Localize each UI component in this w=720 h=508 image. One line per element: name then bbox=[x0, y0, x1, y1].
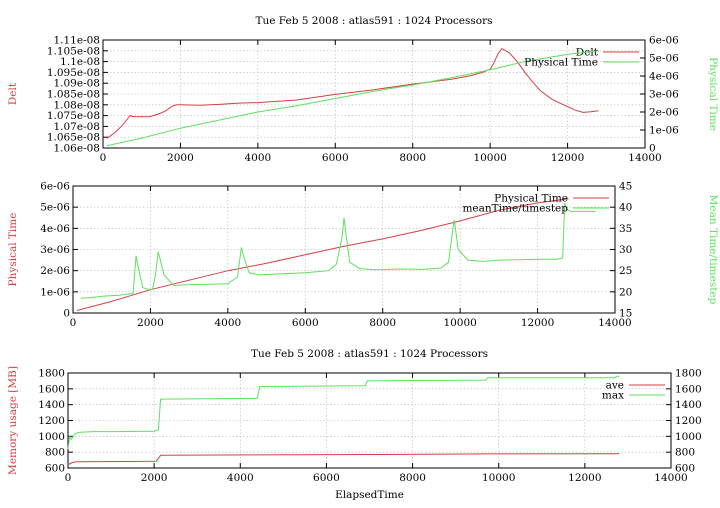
x-tick-label: 10000 bbox=[443, 317, 476, 329]
x-tick-label: 12000 bbox=[551, 152, 584, 164]
y-tick-label-right: 800 bbox=[675, 447, 695, 459]
legend-label: ave bbox=[606, 380, 624, 392]
x-tick-label: 10000 bbox=[473, 152, 506, 164]
y-tick-label-left: 1800 bbox=[38, 368, 65, 380]
x-tick-label: 4000 bbox=[244, 152, 271, 164]
x-tick-label: 0 bbox=[100, 152, 107, 164]
legend-label: Physical Time bbox=[524, 57, 598, 69]
y-tick-label-left: 1.07e-08 bbox=[53, 121, 100, 133]
y-tick-label-right: 6e-06 bbox=[649, 35, 679, 47]
chart-title: Tue Feb 5 2008 : atlas591 : 1024 Process… bbox=[255, 15, 492, 27]
y-tick-label-left: 1.105e-08 bbox=[47, 45, 100, 57]
y-tick-label-right: 600 bbox=[675, 463, 695, 475]
y-tick-label-left: 2e-06 bbox=[40, 265, 70, 277]
y-tick-label-left: 1000 bbox=[38, 431, 65, 443]
y-tick-label-right: 20 bbox=[619, 286, 632, 298]
x-tick-label: 0 bbox=[65, 472, 72, 484]
series-line-max bbox=[67, 375, 620, 450]
series-line-delt bbox=[106, 47, 599, 139]
x-tick-label: 14000 bbox=[654, 472, 687, 484]
y-tick-label-left: 1.09e-08 bbox=[53, 78, 100, 90]
x-tick-label: 2000 bbox=[137, 317, 164, 329]
series-line-physical-time bbox=[76, 198, 569, 311]
x-tick-label: 8000 bbox=[399, 152, 426, 164]
y-tick-label-left: 3e-06 bbox=[40, 244, 70, 256]
y-axis-label-left: Memory usage [MB] bbox=[7, 366, 19, 475]
x-tick-label: 14000 bbox=[628, 152, 661, 164]
x-tick-label: 8000 bbox=[369, 317, 396, 329]
y-tick-label-left: 1.065e-08 bbox=[47, 132, 100, 144]
x-tick-label: 6000 bbox=[292, 317, 319, 329]
y-tick-label-right: 5e-06 bbox=[649, 53, 679, 65]
x-tick-label: 12000 bbox=[568, 472, 601, 484]
x-tick-label: 12000 bbox=[521, 317, 554, 329]
y-axis-label-left: Physical Time bbox=[7, 213, 19, 287]
y-tick-label-right: 0 bbox=[649, 143, 656, 155]
y-tick-label-left: 800 bbox=[45, 447, 65, 459]
x-tick-label: 6000 bbox=[313, 472, 340, 484]
series-line-ave bbox=[67, 453, 620, 466]
series-line-physical-time bbox=[106, 50, 599, 147]
legend-label: Physical Time bbox=[494, 193, 568, 205]
y-tick-label-right: 45 bbox=[619, 181, 632, 193]
y-tick-label-right: 1400 bbox=[675, 399, 702, 411]
y-tick-label-left: 600 bbox=[45, 463, 65, 475]
y-tick-label-right: 1000 bbox=[675, 431, 702, 443]
x-axis-label: ElapsedTime bbox=[335, 489, 404, 501]
y-tick-label-left: 1e-06 bbox=[40, 286, 70, 298]
y-axis-label-right: Physical Time bbox=[707, 57, 719, 131]
x-tick-label: 2000 bbox=[167, 152, 194, 164]
y-axis-label-right: Mean Time/timestep bbox=[707, 195, 719, 305]
x-tick-label: 10000 bbox=[482, 472, 515, 484]
y-tick-label-right: 25 bbox=[619, 265, 632, 277]
x-tick-label: 8000 bbox=[399, 472, 426, 484]
y-tick-label-left: 1.1e-08 bbox=[60, 56, 100, 68]
y-tick-label-left: 5e-06 bbox=[40, 202, 70, 214]
y-tick-label-right: 3e-06 bbox=[649, 89, 679, 101]
y-tick-label-left: 6e-06 bbox=[40, 181, 70, 193]
y-axis-label-left: Delt bbox=[7, 82, 19, 105]
y-tick-label-left: 1.11e-08 bbox=[53, 35, 100, 47]
y-tick-label-left: 1.075e-08 bbox=[47, 110, 100, 122]
y-tick-label-right: 35 bbox=[619, 223, 632, 235]
y-tick-label-right: 1200 bbox=[675, 415, 702, 427]
y-tick-label-left: 1600 bbox=[38, 383, 65, 395]
series-line-meantime-timestep bbox=[80, 202, 596, 299]
y-tick-label-right: 40 bbox=[619, 202, 632, 214]
y-tick-label-left: 4e-06 bbox=[40, 223, 70, 235]
y-tick-label-left: 1400 bbox=[38, 399, 65, 411]
y-tick-label-right: 1600 bbox=[675, 383, 702, 395]
y-tick-label-left: 0 bbox=[63, 308, 70, 320]
y-tick-label-left: 1.06e-08 bbox=[53, 143, 100, 155]
y-tick-label-left: 1200 bbox=[38, 415, 65, 427]
legend-label: max bbox=[602, 390, 624, 402]
x-tick-label: 4000 bbox=[227, 472, 254, 484]
y-tick-label-left: 1.08e-08 bbox=[53, 99, 100, 111]
x-tick-label: 6000 bbox=[322, 152, 349, 164]
chart-title: Tue Feb 5 2008 : atlas591 : 1024 Process… bbox=[251, 348, 488, 360]
x-tick-label: 0 bbox=[70, 317, 77, 329]
x-tick-label: 14000 bbox=[598, 317, 631, 329]
x-tick-label: 2000 bbox=[141, 472, 168, 484]
y-tick-label-right: 1800 bbox=[675, 368, 702, 380]
y-tick-label-right: 1e-06 bbox=[649, 125, 679, 137]
y-tick-label-left: 1.085e-08 bbox=[47, 89, 100, 101]
y-tick-label-right: 4e-06 bbox=[649, 71, 679, 83]
y-tick-label-left: 1.095e-08 bbox=[47, 67, 100, 79]
legend-label: meanTime/timestep bbox=[462, 203, 568, 215]
y-tick-label-right: 15 bbox=[619, 308, 632, 320]
y-tick-label-right: 30 bbox=[619, 244, 632, 256]
y-tick-label-right: 2e-06 bbox=[649, 107, 679, 119]
x-tick-label: 4000 bbox=[214, 317, 241, 329]
